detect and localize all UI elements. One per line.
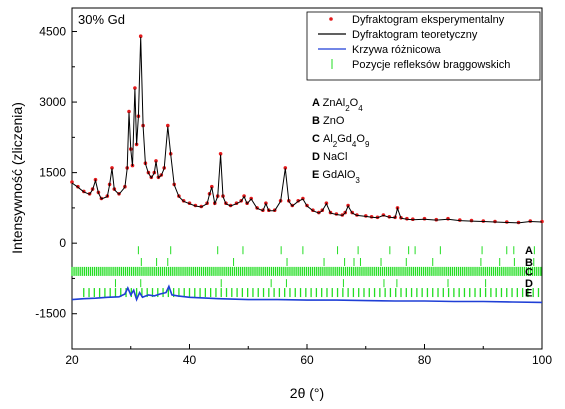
legend: Dyfraktogram eksperymentalny Dyfraktogram… [306, 11, 541, 81]
y-tick-label-2: 1500 [39, 166, 66, 180]
bragg-row-label-B: B [525, 257, 533, 269]
bragg-row-C [71, 266, 542, 276]
y-tick-label-4: 4500 [39, 25, 66, 39]
exp-point-0 [70, 180, 74, 184]
series-theoretical [71, 37, 543, 224]
x-tick-label-4: 100 [532, 353, 552, 367]
bragg-row-label-E: E [525, 288, 532, 300]
exp-point-27 [154, 159, 158, 163]
exp-point-21 [138, 34, 143, 38]
bragg-row-label-D: D [525, 278, 533, 290]
x-tick-label-1: 40 [183, 353, 197, 367]
y-tick-label-0: -1500 [35, 307, 66, 321]
phase-list: A ZnAl2O4 B ZnO C Al2Gd4O9 D NaCl E GdAlO3 [312, 97, 370, 185]
exp-point-31 [166, 123, 170, 128]
phase-item-E: E GdAlO3 [312, 169, 360, 185]
legend-label-2: Krzywa różnicowa [352, 44, 442, 56]
exp-point-10 [110, 166, 114, 170]
legend-label-0: Dyfraktogram eksperymentalny [352, 14, 505, 26]
bragg-row-B [140, 257, 535, 266]
x-axis-title: 2θ (°) [290, 385, 324, 401]
exp-point-44 [218, 152, 223, 156]
series-layer [70, 34, 544, 304]
legend-box [306, 11, 541, 81]
bragg-row-D [114, 279, 487, 288]
bragg-row-label-A: A [525, 245, 533, 257]
axes-layer: 20 40 60 80 100 -1500 0 1500 3000 4500 [35, 25, 552, 367]
bragg-row-label-C: C [525, 266, 533, 278]
phase-item-C: C Al2Gd4O9 [312, 133, 370, 149]
x-tick-label-2: 60 [300, 353, 314, 367]
y-axis-title: Intensywność (zliczenia) [9, 102, 25, 254]
bragg-row-A [137, 246, 535, 255]
x-tick-label-0: 20 [65, 353, 79, 367]
phase-item-B: B ZnO [312, 115, 345, 127]
y-tick-label-3: 3000 [39, 95, 66, 109]
panel-label: 30% Gd [78, 12, 125, 27]
exp-point-41 [210, 184, 214, 189]
series-difference [71, 284, 543, 304]
phase-item-A: A ZnAl2O4 [312, 97, 363, 113]
y-tick-label-1: 0 [59, 236, 66, 250]
legend-marker-0 [329, 17, 333, 21]
legend-label-3: Pozycje refleksów braggowskich [352, 59, 510, 71]
x-tick-label-3: 80 [418, 353, 432, 367]
exp-point-15 [127, 109, 131, 114]
legend-label-1: Dyfraktogram teoretyczny [352, 29, 478, 41]
bragg-row-E [83, 288, 540, 298]
exp-point-59 [283, 166, 288, 170]
phase-item-D: D NaCl [312, 151, 347, 163]
exp-point-18 [133, 86, 137, 90]
